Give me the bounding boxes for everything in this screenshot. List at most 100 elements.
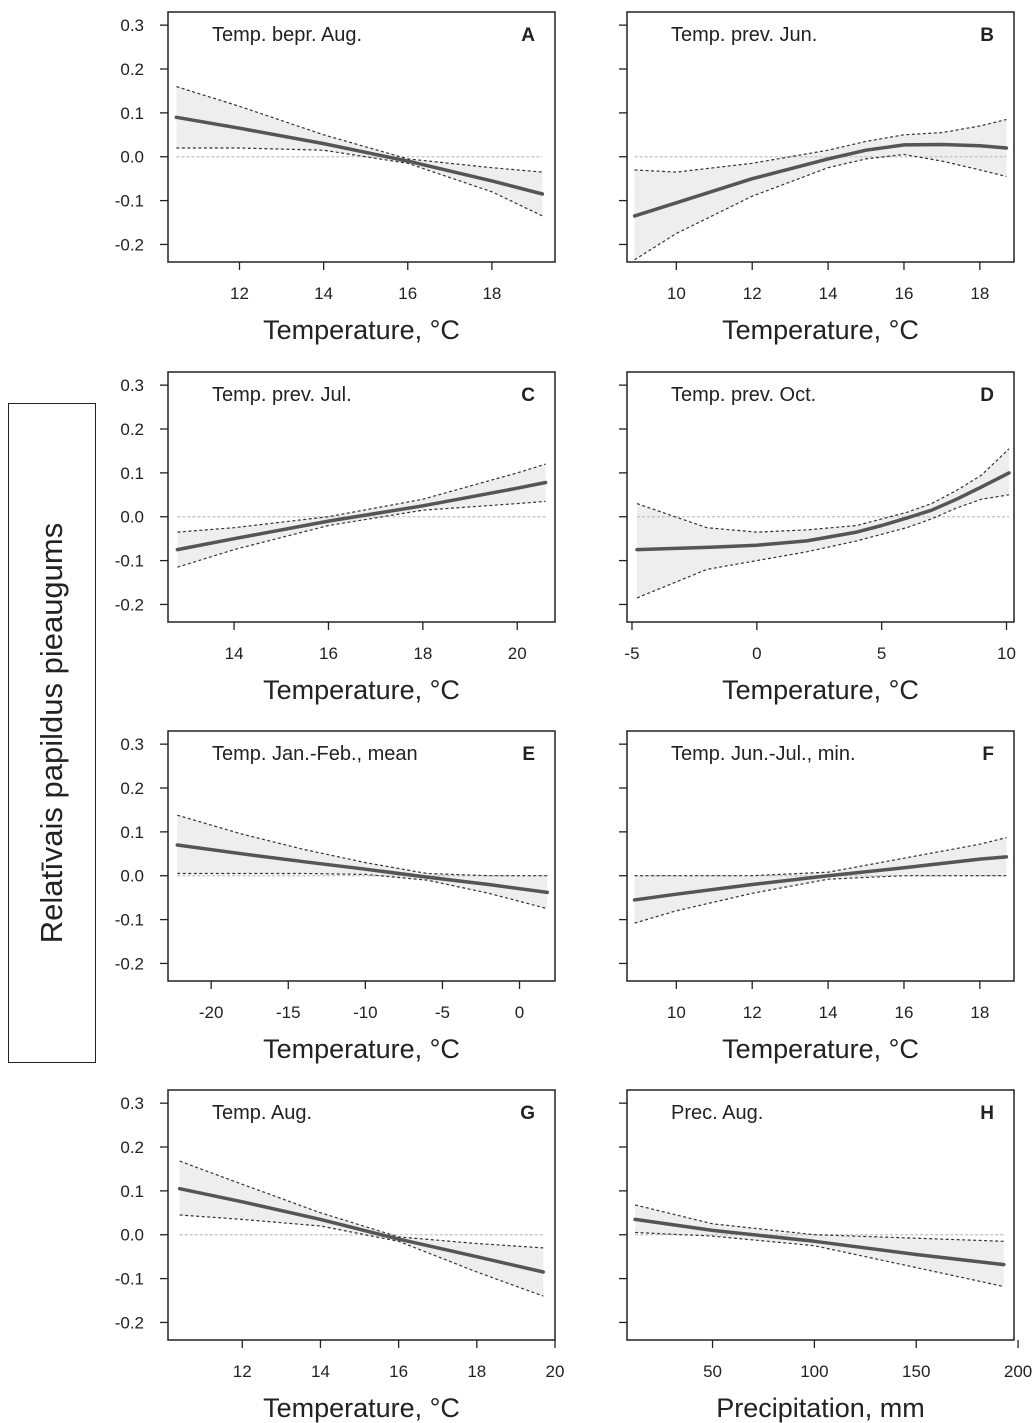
- upper-bound-line: [177, 814, 548, 877]
- confidence-band: [634, 119, 1007, 260]
- y-tick-label: -0.2: [115, 954, 144, 973]
- upper-bound-line: [634, 118, 1007, 173]
- y-tick-label: 0.2: [120, 420, 144, 439]
- x-tick-label: 12: [743, 284, 762, 303]
- plot-frame: [626, 1089, 1015, 1341]
- y-axis-label: Relatīvais papildus pieaugums: [34, 522, 69, 944]
- panel-letter: E: [522, 744, 535, 765]
- panel-title: Temp. prev. Jul.: [212, 384, 352, 406]
- x-tick-label: 18: [482, 284, 501, 303]
- plot-frame: [626, 730, 1015, 982]
- x-axis-label: Temperature, °C: [263, 675, 460, 705]
- panel-letter: D: [980, 385, 994, 406]
- y-tick-label: 0.3: [120, 376, 144, 395]
- panel-letter: B: [980, 25, 994, 46]
- lower-bound-line: [634, 875, 1007, 924]
- panel-title: Temp. Aug.: [212, 1102, 312, 1124]
- panel-c: 0.3 0.2 0.1 0.0 -0.1 -0.2 14 16 18 20 Temperature,…: [115, 371, 556, 705]
- x-tick-label: -5: [435, 1003, 450, 1022]
- panel-h: 50 100 150 200 Precipitation, mm Prec. Aug. H: [619, 1089, 1032, 1423]
- plot-frame: [626, 11, 1015, 263]
- upper-bound-line: [636, 448, 1010, 533]
- y-tick-label: 0.0: [120, 1226, 144, 1245]
- x-axis-label: Temperature, °C: [722, 315, 919, 345]
- fitted-line: [635, 471, 1011, 552]
- x-tick-label: -20: [199, 1003, 224, 1022]
- x-tick-label: 200: [1004, 1362, 1032, 1381]
- x-tick-label: 5: [877, 644, 886, 663]
- plot-frame: [167, 11, 556, 263]
- panel-title: Temp. Jun.-Jul., min.: [671, 743, 856, 765]
- x-tick-label: 18: [970, 1003, 989, 1022]
- plot-frame: [626, 371, 1015, 623]
- x-tick-label: 18: [467, 1362, 486, 1381]
- x-tick-label: 14: [314, 284, 333, 303]
- y-tick-label: -0.1: [115, 192, 144, 211]
- y-tick-label: -0.2: [115, 1313, 144, 1332]
- upper-bound-line: [634, 837, 1007, 877]
- panel-d: -5 0 5 10 Temperature, °C Temp. prev. Oct. D: [619, 371, 1016, 705]
- y-tick-label: 0.2: [120, 60, 144, 79]
- x-axis-label: Temperature, °C: [263, 1393, 460, 1423]
- x-tick-label: 16: [895, 284, 914, 303]
- x-axis-label: Temperature, °C: [263, 1034, 460, 1064]
- x-tick-label: 18: [413, 644, 432, 663]
- lower-bound-line: [636, 494, 1010, 599]
- x-tick-label: 16: [319, 644, 338, 663]
- x-tick-label: 14: [311, 1362, 330, 1381]
- y-tick-label: 0.0: [120, 867, 144, 886]
- panel-title: Temp. prev. Oct.: [671, 384, 816, 406]
- y-tick-label: 0.3: [120, 735, 144, 754]
- lower-bound-line: [179, 1214, 544, 1297]
- panel-g: 0.3 0.2 0.1 0.0 -0.1 -0.2 12 14 16 18 20 Temperatur…: [115, 1089, 565, 1423]
- y-tick-label: -0.2: [115, 235, 144, 254]
- x-tick-label: 20: [546, 1362, 565, 1381]
- x-axis-label: Temperature, °C: [722, 675, 919, 705]
- x-tick-label: -15: [276, 1003, 301, 1022]
- fitted-line: [632, 855, 1009, 902]
- x-tick-label: 10: [667, 284, 686, 303]
- fitted-line: [632, 142, 1009, 218]
- fitted-line: [633, 1217, 1006, 1267]
- y-tick-label: 0.1: [120, 464, 144, 483]
- fitted-line: [174, 115, 545, 196]
- y-tick-label: -0.1: [115, 1270, 144, 1289]
- panel-title: Prec. Aug.: [671, 1102, 763, 1124]
- x-axis-label: Temperature, °C: [263, 315, 460, 345]
- upper-bound-line: [176, 86, 543, 173]
- x-tick-label: 10: [997, 644, 1016, 663]
- fitted-line: [175, 843, 550, 895]
- panel-letter: C: [521, 385, 535, 406]
- plot-frame: [167, 371, 556, 623]
- panel-a: 0.3 0.2 0.1 0.0 -0.1 -0.2 12 14 16 18 Temperature,…: [115, 11, 556, 345]
- upper-bound-line: [634, 1204, 1004, 1242]
- y-tick-label: 0.3: [120, 1094, 144, 1113]
- x-tick-label: -5: [624, 644, 639, 663]
- panel-title: Temp. prev. Jun.: [671, 24, 817, 46]
- lower-bound-line: [177, 500, 546, 568]
- fitted-line: [175, 480, 548, 552]
- x-tick-label: 18: [970, 284, 989, 303]
- panel-f: 10 12 14 16 18 Temperature, °C Temp. Jun.-Jul.…: [619, 730, 1015, 1064]
- x-tick-label: 16: [895, 1003, 914, 1022]
- upper-bound-line: [177, 463, 546, 533]
- panel-title: Temp. bepr. Aug.: [212, 24, 362, 46]
- y-tick-label: 0.0: [120, 508, 144, 527]
- y-tick-label: 0.3: [120, 16, 144, 35]
- y-tick-label: 0.2: [120, 779, 144, 798]
- upper-bound-line: [179, 1160, 544, 1249]
- x-tick-label: 12: [743, 1003, 762, 1022]
- confidence-band: [634, 837, 1007, 924]
- y-tick-label: -0.2: [115, 595, 144, 614]
- y-tick-label: -0.1: [115, 911, 144, 930]
- panel-b: 10 12 14 16 18 Temperature, °C Temp. prev. Jun…: [619, 11, 1015, 345]
- y-tick-label: 0.1: [120, 823, 144, 842]
- plot-frame: [167, 1089, 556, 1341]
- panel-letter: G: [520, 1103, 535, 1124]
- x-tick-label: 0: [515, 1003, 524, 1022]
- x-tick-label: 20: [508, 644, 527, 663]
- x-tick-label: 16: [398, 284, 417, 303]
- panel-letter: F: [982, 744, 994, 765]
- x-tick-label: 100: [800, 1362, 828, 1381]
